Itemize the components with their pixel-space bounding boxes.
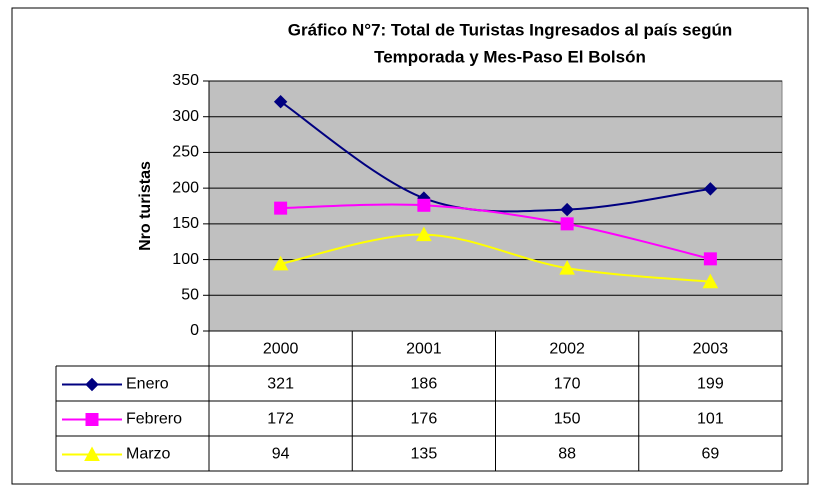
legend-label: Enero (126, 376, 169, 393)
legend-marker (84, 446, 100, 461)
point-marker (273, 95, 288, 109)
table-value: 199 (697, 376, 724, 393)
point-marker (702, 273, 719, 289)
y-tick-label: 50 (181, 287, 199, 304)
table-value: 176 (411, 411, 438, 428)
plot-area (208, 80, 783, 332)
x-tick-label: 2000 (263, 341, 299, 358)
table-value: 150 (554, 411, 581, 428)
table-value: 135 (411, 446, 438, 463)
y-axis-title: Nro turistas (137, 161, 154, 251)
table-value: 88 (558, 446, 576, 463)
point-marker (416, 226, 432, 242)
table-value: 186 (411, 376, 438, 393)
table-value: 101 (697, 411, 724, 428)
point-marker (559, 260, 575, 275)
point-marker (272, 255, 289, 271)
table-value: 170 (554, 376, 581, 393)
point-marker (703, 252, 717, 266)
legend-label: Febrero (126, 411, 182, 428)
point-marker (417, 198, 431, 212)
chart-title: Gráfico N°7: Total de Turistas Ingresado… (288, 20, 733, 39)
legend-marker (85, 377, 99, 392)
y-tick-label: 300 (172, 108, 199, 125)
table-value: 172 (267, 411, 294, 428)
table-value: 94 (272, 446, 290, 463)
y-tick-label: 200 (172, 179, 199, 196)
x-tick-label: 2002 (549, 341, 585, 358)
table-value: 69 (701, 446, 719, 463)
y-tick-label: 100 (172, 251, 199, 268)
x-tick-label: 2001 (406, 341, 442, 358)
point-marker (274, 201, 288, 215)
y-tick-label: 150 (172, 215, 199, 232)
point-marker (703, 182, 718, 196)
x-tick-label: 2003 (693, 341, 729, 358)
series-line (280, 233, 711, 283)
y-tick-label: 350 (172, 72, 199, 89)
point-marker (560, 202, 574, 217)
series-line (280, 203, 711, 260)
y-tick-label: 250 (172, 144, 199, 161)
table-value: 321 (267, 376, 294, 393)
legend-marker (85, 413, 99, 426)
legend-label: Marzo (126, 446, 171, 463)
chart-title: Temporada y Mes-Paso El Bolsón (374, 47, 646, 66)
y-tick-label: 0 (190, 322, 199, 339)
point-marker (560, 217, 574, 231)
